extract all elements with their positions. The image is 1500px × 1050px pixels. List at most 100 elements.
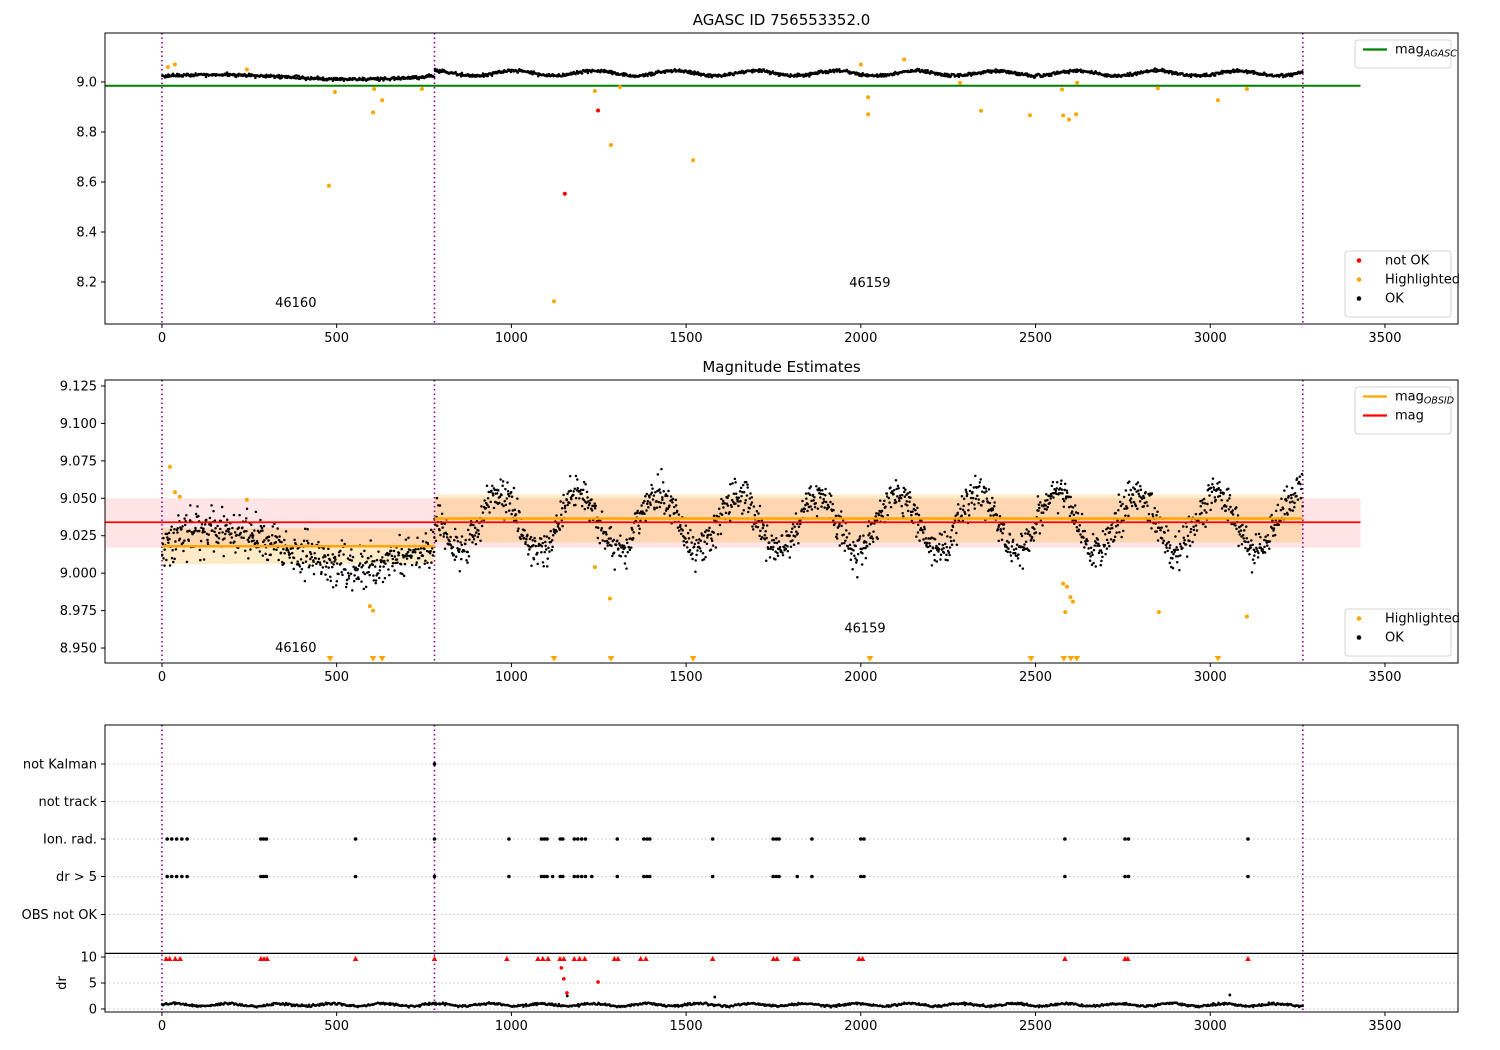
ok-point (460, 543, 463, 547)
ok-point (1117, 508, 1120, 512)
ok-point (453, 527, 457, 531)
ok-point (1209, 508, 1212, 512)
ok-point (178, 537, 182, 540)
ok-point (1176, 548, 1180, 551)
ok-point (421, 540, 425, 543)
ok-point (1090, 563, 1094, 567)
ok-point (760, 519, 764, 522)
ok-point (564, 510, 567, 513)
ok-point (229, 532, 233, 535)
ok-point (631, 537, 635, 540)
ok-point (532, 558, 536, 561)
ok-point (972, 486, 976, 489)
ok-point (815, 514, 819, 518)
flag-point (542, 874, 547, 879)
ok-point (1072, 513, 1076, 516)
ok-point (1298, 475, 1302, 478)
ok-point (962, 497, 966, 500)
ok-point (181, 541, 185, 544)
ok-point (334, 584, 338, 587)
ok-point (1104, 552, 1107, 556)
ok-point (1183, 539, 1186, 542)
ok-point (376, 77, 380, 80)
ok-point (502, 504, 505, 508)
ok-point (991, 496, 994, 500)
highlighted-point (1061, 581, 1066, 586)
ok-point (755, 510, 759, 513)
ok-point (506, 481, 509, 484)
ok-point (235, 533, 238, 537)
ok-point (943, 542, 947, 546)
ok-point (1231, 509, 1234, 512)
ok-point (381, 556, 384, 559)
ok-point (926, 545, 930, 549)
ok-point (322, 556, 325, 559)
ok-point (862, 546, 865, 550)
ok-point (971, 490, 974, 494)
ok-point (801, 499, 804, 503)
ok-point (1217, 486, 1220, 490)
flag-point (165, 837, 169, 841)
ok-point (803, 507, 806, 511)
ok-point (240, 536, 243, 539)
ok-point (495, 492, 499, 495)
ok-point (840, 542, 844, 545)
ok-point (271, 533, 274, 537)
ok-point (613, 568, 616, 571)
ok-point (610, 544, 613, 547)
ok-point (691, 552, 694, 555)
flag-point (1123, 837, 1127, 841)
ok-point (439, 533, 442, 537)
ok-point (722, 499, 725, 503)
ok-point (1099, 563, 1102, 567)
ok-point (682, 539, 685, 543)
ok-point (390, 554, 394, 558)
ok-point (809, 505, 812, 508)
highlighted-point (858, 62, 863, 67)
flag-point (579, 874, 584, 879)
highlighted-point (371, 110, 376, 115)
ok-point (674, 498, 678, 502)
ok-point (692, 545, 696, 549)
ok-point (965, 490, 968, 494)
ok-point (531, 539, 534, 542)
ok-point (1293, 501, 1296, 505)
ok-point (916, 531, 920, 534)
ok-point (516, 71, 520, 74)
ok-point (1037, 509, 1040, 512)
ok-point (628, 548, 632, 552)
flag-point (169, 874, 174, 879)
ok-point (1250, 571, 1254, 574)
ok-point (222, 514, 226, 518)
ok-point (1135, 482, 1138, 486)
ok-point (199, 539, 203, 543)
ok-point (902, 486, 906, 490)
ok-point (951, 525, 955, 529)
ok-point (477, 529, 480, 532)
ok-point (442, 535, 445, 538)
ok-point (295, 76, 299, 80)
ok-point (609, 537, 612, 540)
ok-point (949, 536, 952, 539)
dr-capped-marker (643, 955, 649, 961)
y-tick-label: 8.975 (60, 604, 97, 619)
ok-point (939, 558, 942, 561)
ok-point (748, 497, 752, 500)
ok-point (810, 499, 813, 503)
ok-point (671, 497, 675, 501)
ok-point (579, 488, 583, 492)
ok-point (374, 581, 378, 585)
ok-point (1059, 491, 1062, 495)
ok-point (326, 553, 330, 557)
ok-point (780, 534, 784, 537)
ok-point (542, 564, 545, 568)
ok-point (629, 537, 632, 540)
ok-point (815, 485, 818, 488)
ok-point (604, 530, 608, 534)
ok-point (516, 529, 520, 533)
flag-point (560, 837, 565, 841)
ok-point (360, 565, 363, 569)
ok-point (551, 545, 554, 549)
ok-point (1203, 509, 1206, 512)
ok-point (939, 553, 943, 557)
